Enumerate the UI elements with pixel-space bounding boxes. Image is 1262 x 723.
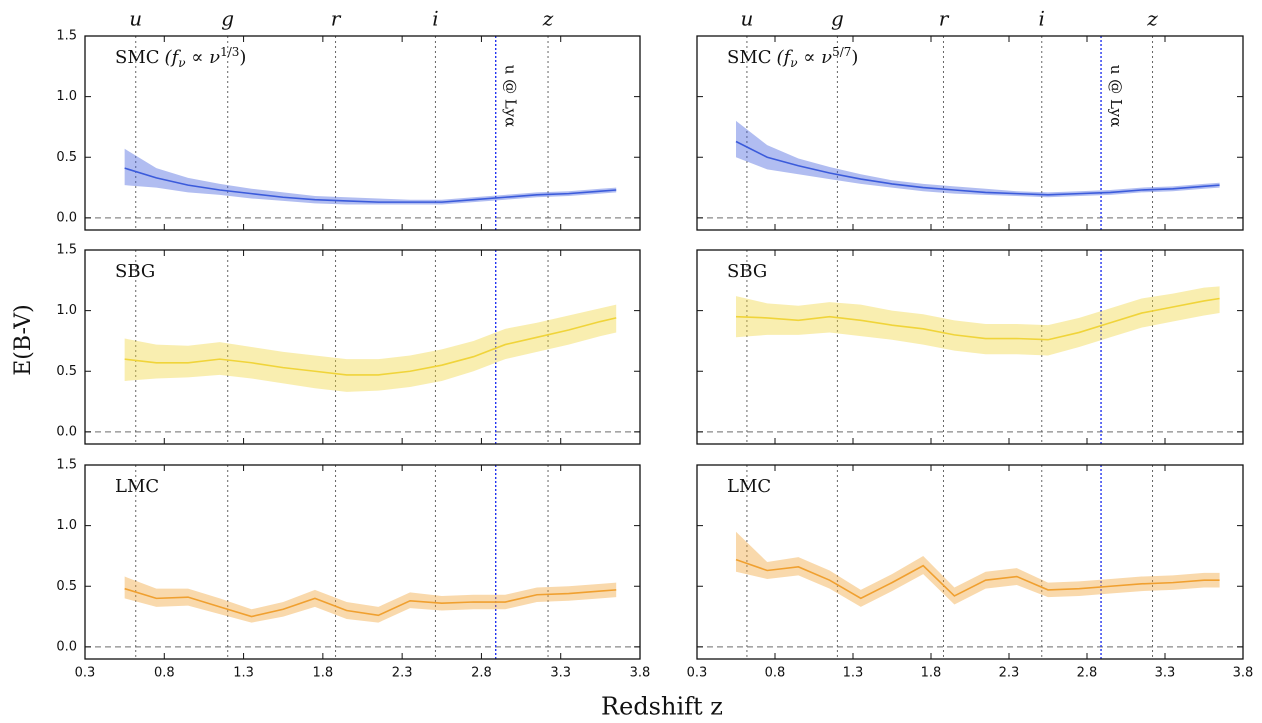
title-name: SBG: [115, 261, 155, 282]
median-line: [735, 558, 1220, 600]
y-tick-label: 0.5: [56, 150, 77, 165]
y-tick-label: 0.0: [56, 639, 77, 654]
y-tick-label: 1.5: [56, 243, 77, 258]
y-tick-label: 1.0: [56, 89, 77, 104]
x-tick-label: 2.8: [471, 666, 492, 681]
filter-label: z: [542, 7, 554, 31]
title-part: 5/7: [832, 45, 851, 59]
x-tick-label: 0.3: [75, 666, 96, 681]
filter-label: u: [740, 7, 753, 31]
title-part: (f: [777, 47, 794, 68]
x-tick-label: 1.3: [233, 666, 254, 681]
panel-title: LMC: [115, 476, 159, 497]
y-tick-label: 0.5: [56, 579, 77, 594]
x-tick-label: 1.8: [921, 666, 942, 681]
title-name: SBG: [727, 261, 767, 282]
y-tick-label: 0.0: [56, 424, 77, 439]
x-tick-label: 3.8: [630, 666, 651, 681]
panel: SBG: [696, 249, 1244, 445]
panel: u g r i z u @ Lyα SMC (fν ∝ ν5/7): [696, 7, 1244, 231]
filter-label: r: [331, 7, 342, 31]
y-tick-label: 1.5: [56, 458, 77, 473]
x-axis-label: Redshift z: [601, 693, 723, 721]
x-tick-label: 3.3: [1155, 666, 1176, 681]
title-name: LMC: [727, 476, 771, 497]
panel: 0.3 0.8 1.3 1.8 2.3 2.8 3.3 3.8 LMC: [687, 464, 1254, 681]
x-tick-label: 2.3: [392, 666, 413, 681]
panel-title: SBG: [727, 261, 767, 282]
median-line: [124, 587, 617, 618]
x-tick-label: 3.3: [550, 666, 571, 681]
filter-label: g: [831, 7, 844, 31]
filter-label: i: [1039, 7, 1045, 31]
panel-title: LMC: [727, 476, 771, 497]
panel-frame: [696, 249, 1244, 445]
x-tick-label: 3.8: [1233, 666, 1254, 681]
y-tick-label: 1.0: [56, 303, 77, 318]
band: [124, 304, 617, 392]
panel-frame: [696, 35, 1244, 231]
filter-label: g: [221, 7, 234, 31]
median-line: [124, 317, 617, 376]
lya-label: u @ Lyα: [502, 65, 520, 128]
panel: u g r i z u @ Lyα 0.0 0.5 1.0 1.5 SMC (fν ∝ ν1/3): [56, 7, 641, 231]
band: [124, 576, 617, 623]
panel-frame: [696, 464, 1244, 660]
x-tick-label: 0.3: [687, 666, 708, 681]
panel-title: SBG: [115, 261, 155, 282]
title-part: ): [239, 47, 246, 68]
y-axis-label: E(B-V): [11, 304, 36, 376]
band: [124, 148, 617, 205]
x-tick-label: 2.8: [1077, 666, 1098, 681]
panel-title: SMC (fν ∝ ν1/3): [115, 45, 246, 70]
filter-label: i: [432, 7, 438, 31]
panel-frame: [84, 35, 641, 231]
panel: 0.0 0.5 1.0 1.5 0.3 0.8 1.3 1.8 2.3 2.8 3.3 3.8 LMC: [56, 458, 650, 681]
y-tick-label: 0.5: [56, 364, 77, 379]
x-tick-label: 1.3: [843, 666, 864, 681]
x-tick-label: 0.8: [765, 666, 786, 681]
y-tick-label: 1.5: [56, 29, 77, 44]
filter-label: z: [1146, 7, 1158, 31]
panel-title: SMC (fν ∝ ν5/7): [727, 45, 858, 70]
y-tick-label: 1.0: [56, 518, 77, 533]
title-part: 1/3: [220, 45, 239, 59]
title-part: (f: [165, 47, 182, 68]
median-line: [735, 140, 1220, 196]
band: [736, 120, 1220, 198]
x-tick-label: 1.8: [313, 666, 334, 681]
y-tick-label: 0.0: [56, 210, 77, 225]
title-part: ∝ ν: [186, 47, 221, 68]
panel: 0.0 0.5 1.0 1.5 SBG: [56, 243, 641, 445]
filter-label: r: [939, 7, 950, 31]
median-line: [124, 167, 617, 203]
title-part: ): [851, 47, 858, 68]
title-name: LMC: [115, 476, 159, 497]
filter-label: u: [129, 7, 142, 31]
x-tick-label: 0.8: [154, 666, 175, 681]
panel-frame: [84, 249, 641, 445]
title-part: ν: [790, 56, 797, 70]
title-name: SMC: [115, 47, 160, 68]
title-part: ∝ ν: [798, 47, 833, 68]
band: [736, 286, 1220, 356]
median-line: [735, 297, 1220, 341]
panel-frame: [84, 464, 641, 660]
title-name: SMC: [727, 47, 772, 68]
band: [736, 531, 1220, 607]
title-part: ν: [178, 56, 185, 70]
lya-label: u @ Lyα: [1107, 65, 1125, 128]
x-tick-label: 2.3: [999, 666, 1020, 681]
